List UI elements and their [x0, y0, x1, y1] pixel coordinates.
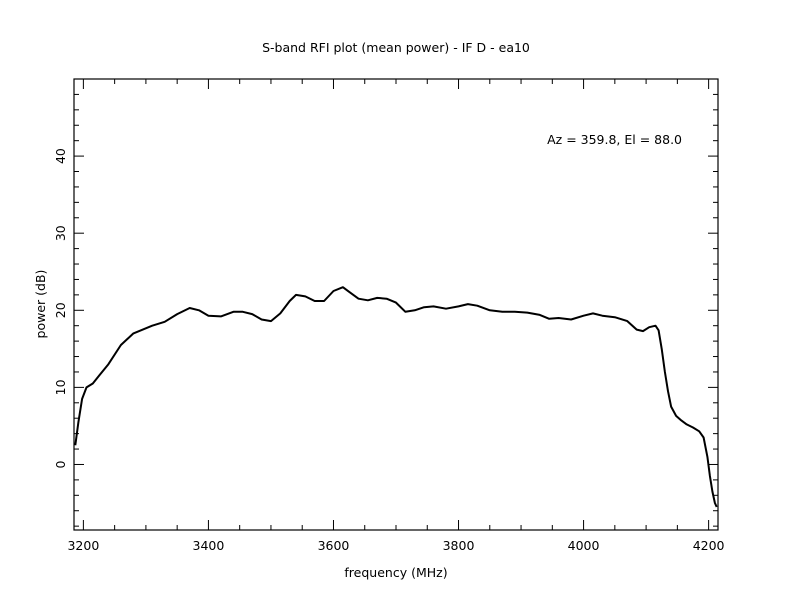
x-tick-label: 4000	[568, 538, 600, 553]
y-tick-label: 20	[53, 302, 68, 318]
y-tick-label: 40	[53, 148, 68, 164]
x-tick-label: 3400	[193, 538, 225, 553]
x-axis-label: frequency (MHz)	[344, 565, 447, 580]
axis-tick-labels: 3200 3400 3600 3800 4000 4200 0 10 20 30 40	[53, 148, 725, 553]
y-tick-label: 10	[53, 379, 68, 395]
chart-title: S-band RFI plot (mean power) - IF D - ea…	[262, 40, 530, 55]
axis-ticks	[74, 79, 718, 530]
x-tick-label: 3600	[318, 538, 350, 553]
y-tick-label: 0	[53, 460, 68, 468]
y-tick-label: 30	[53, 225, 68, 241]
y-axis-label: power (dB)	[33, 270, 48, 339]
x-tick-label: 4200	[693, 538, 725, 553]
x-tick-label: 3800	[443, 538, 475, 553]
x-tick-label: 3200	[67, 538, 99, 553]
az-el-annotation: Az = 359.8, El = 88.0	[547, 132, 682, 147]
power-spectrum-line	[74, 286, 718, 508]
